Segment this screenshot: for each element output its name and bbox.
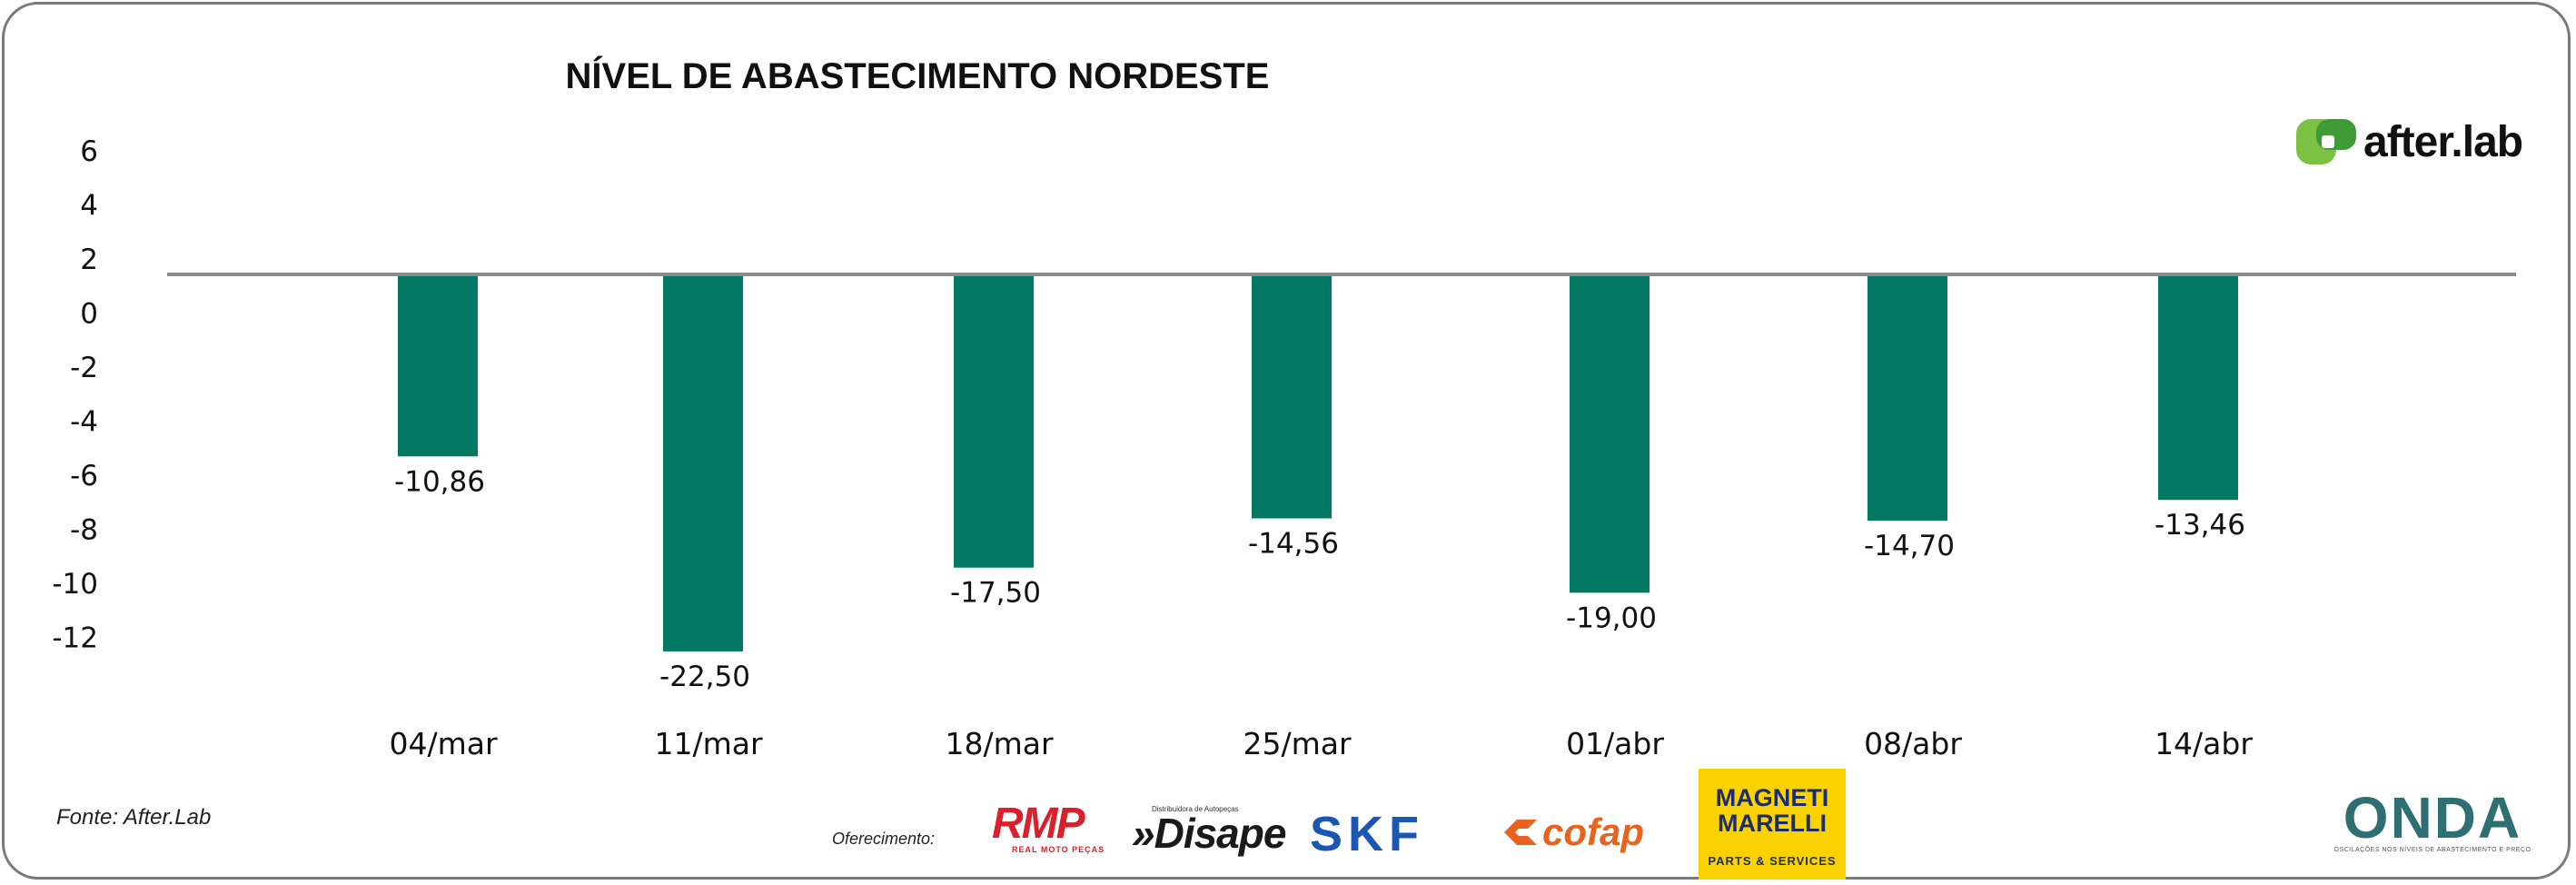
bars — [398, 274, 2238, 651]
y-tick-label: 4 — [80, 190, 98, 223]
y-tick-label: -4 — [70, 406, 98, 439]
afterlab-wordmark: after.lab — [2363, 117, 2523, 166]
bar — [663, 274, 743, 651]
source-note: Fonte: After.Lab — [56, 805, 212, 830]
data-label: -14,56 — [1248, 527, 1339, 560]
chart-title: NÍVEL DE ABASTECIMENTO NORDESTE — [565, 56, 1270, 96]
data-label: -22,50 — [659, 661, 750, 693]
magneti-marelli-logo: MAGNETI MARELLI PARTS & SERVICES — [1699, 769, 1846, 880]
skf-logo: SKF — [1310, 807, 1424, 861]
x-tick-label: 04/mar — [389, 726, 497, 761]
data-label: -10,86 — [394, 465, 485, 498]
y-axis-ticks: 6 4 2 0 -2 -4 -6 -8 -10 -12 — [52, 135, 98, 655]
data-labels: -10,86 -22,50 -17,50 -14,56 -19,00 -14,70 -13,… — [394, 465, 2245, 693]
bar — [398, 274, 478, 457]
sponsor-label: Oferecimento: — [832, 830, 936, 848]
x-tick-label: 18/mar — [945, 726, 1053, 761]
y-tick-label: 2 — [80, 244, 98, 276]
x-tick-label: 14/abr — [2155, 726, 2253, 761]
x-tick-label: 01/abr — [1566, 726, 1664, 761]
data-label: -19,00 — [1566, 602, 1657, 634]
data-label: -14,70 — [1864, 530, 1955, 562]
bar — [1252, 274, 1332, 519]
bar — [2158, 274, 2238, 501]
afterlab-mark-icon — [2296, 119, 2356, 164]
bar — [1868, 274, 1947, 522]
y-tick-label: -6 — [70, 460, 98, 492]
y-tick-label: 0 — [80, 298, 98, 331]
x-tick-label: 08/abr — [1864, 726, 1962, 761]
bar — [954, 274, 1034, 568]
bar — [1570, 274, 1650, 593]
y-tick-label: -12 — [52, 622, 98, 655]
onda-logo: ONDA OSCILAÇÕES NOS NÍVEIS DE ABASTECIME… — [2333, 785, 2531, 853]
disape-logo: Distribuidora de Autopeças »Disape — [1132, 805, 1286, 857]
y-tick-label: -2 — [70, 352, 98, 384]
rmp-logo: RMP REAL MOTO PEÇAS — [992, 800, 1105, 855]
afterlab-logo: after.lab — [2294, 114, 2523, 169]
x-axis-labels: 04/mar 11/mar 18/mar 25/mar 01/abr 08/abr 14/a… — [389, 726, 2253, 761]
y-tick-label: 6 — [80, 135, 98, 168]
x-tick-label: 11/mar — [654, 726, 762, 761]
x-tick-label: 25/mar — [1243, 726, 1351, 761]
cofap-mark-icon — [1504, 820, 1537, 845]
data-label: -17,50 — [950, 577, 1041, 610]
data-label: -13,46 — [2155, 509, 2245, 542]
y-tick-label: -10 — [52, 568, 98, 601]
cofap-logo: cofap — [1501, 812, 1644, 852]
y-tick-label: -8 — [70, 514, 98, 547]
